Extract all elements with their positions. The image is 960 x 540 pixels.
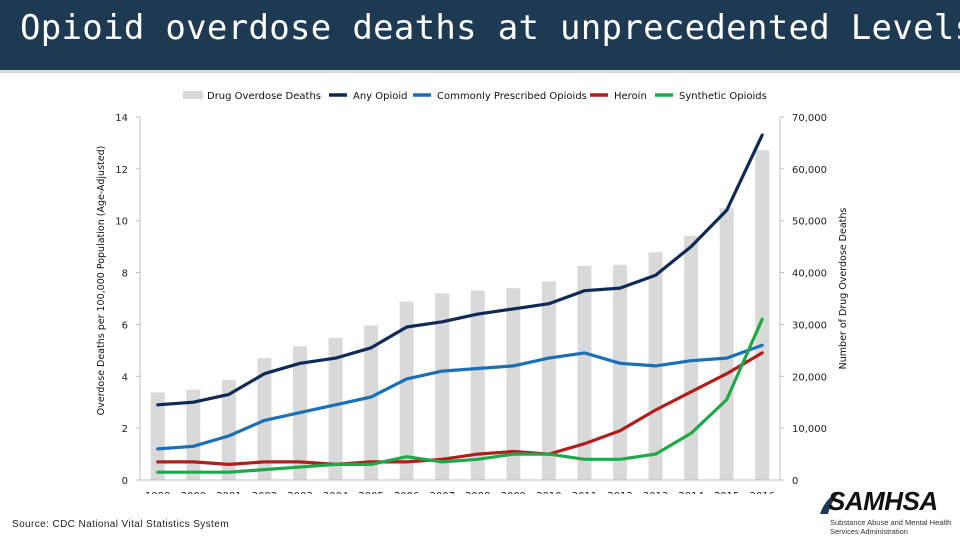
x-tick-label: 2010 bbox=[536, 491, 561, 494]
x-tick-label: 1999 bbox=[145, 491, 170, 494]
bar-drug-overdose-deaths-2007 bbox=[435, 293, 450, 480]
x-tick-label: 2007 bbox=[429, 491, 454, 494]
right-tick-label: 60,000 bbox=[792, 165, 827, 176]
legend-swatch-drug-overdose-deaths bbox=[183, 91, 203, 99]
title-divider bbox=[0, 70, 960, 73]
left-tick-label: 4 bbox=[122, 372, 128, 383]
x-tick-label: 2014 bbox=[678, 491, 703, 494]
left-tick-label: 10 bbox=[115, 217, 128, 228]
bar-drug-overdose-deaths-2008 bbox=[470, 290, 485, 480]
right-tick-label: 0 bbox=[792, 476, 798, 487]
legend-label: Heroin bbox=[614, 91, 647, 102]
logo-subtitle: Substance Abuse and Mental Health Servic… bbox=[830, 518, 952, 536]
samhsa-swoosh-icon bbox=[820, 492, 840, 514]
title-bar: Opioid overdose deaths at unprecedented … bbox=[0, 0, 960, 70]
samhsa-logo: SAMHSA Substance Abuse and Mental Health… bbox=[812, 486, 956, 540]
line-commonly-prescribed-opioids bbox=[156, 343, 764, 451]
right-tick-label: 70,000 bbox=[792, 113, 827, 124]
source-note: Source: CDC National Vital Statistics Sy… bbox=[12, 519, 229, 530]
logo-wordmark: SAMHSA bbox=[828, 486, 938, 516]
left-tick-label: 12 bbox=[115, 165, 128, 176]
x-tick-label: 2016 bbox=[749, 491, 774, 494]
bar-drug-overdose-deaths-1999 bbox=[150, 392, 165, 480]
x-tick-label: 2003 bbox=[287, 491, 312, 494]
x-tick-label: 2008 bbox=[465, 491, 490, 494]
right-tick-label: 10,000 bbox=[792, 424, 827, 435]
left-tick-label: 14 bbox=[115, 113, 128, 124]
overdose-chart: 0 2 4 6 8 10 12 14 0 10,000 20,000 30,000 40,000 50,0… bbox=[96, 91, 849, 494]
line-synthetic-opioids bbox=[156, 317, 764, 474]
bar-drug-overdose-deaths-2014 bbox=[684, 235, 699, 480]
x-tick-label: 2005 bbox=[358, 491, 383, 494]
x-tick-label: 2013 bbox=[643, 491, 668, 494]
legend-label: Drug Overdose Deaths bbox=[207, 91, 321, 102]
legend-label: Any Opioid bbox=[353, 91, 408, 102]
left-tick-label: 6 bbox=[122, 320, 128, 331]
bar-drug-overdose-deaths-2015 bbox=[719, 208, 734, 481]
bar-drug-overdose-deaths-2010 bbox=[541, 281, 556, 480]
right-axis-title: Number of Drug Overdose Deaths bbox=[838, 208, 849, 370]
right-tick-label: 30,000 bbox=[792, 320, 827, 331]
x-tick-label: 2004 bbox=[323, 491, 348, 494]
bar-drug-overdose-deaths-2012 bbox=[613, 264, 627, 480]
right-tick-label: 50,000 bbox=[792, 217, 827, 228]
bar-drug-overdose-deaths-2005 bbox=[364, 325, 379, 480]
bar-drug-overdose-deaths-2001 bbox=[221, 379, 236, 480]
legend-label: Synthetic Opioids bbox=[679, 91, 767, 102]
left-tick-label: 8 bbox=[122, 269, 128, 280]
page-title: Opioid overdose deaths at unprecedented … bbox=[20, 8, 960, 48]
x-tick-label: 2002 bbox=[252, 491, 277, 494]
line-heroin bbox=[156, 351, 764, 466]
right-tick-label: 20,000 bbox=[792, 372, 827, 383]
left-tick-label: 2 bbox=[122, 424, 128, 435]
bar-drug-overdose-deaths-2009 bbox=[506, 288, 521, 480]
x-tick-label: 2011 bbox=[572, 491, 597, 494]
bar-drug-overdose-deaths-2004 bbox=[328, 337, 343, 480]
x-tick-label: 2012 bbox=[607, 491, 632, 494]
bar-drug-overdose-deaths-2016 bbox=[755, 150, 770, 480]
x-tick-label: 2015 bbox=[714, 491, 739, 494]
bar-drug-overdose-deaths-2006 bbox=[399, 301, 414, 480]
legend-label: Commonly Prescribed Opioids bbox=[437, 91, 587, 102]
left-tick-label: 0 bbox=[122, 476, 128, 487]
x-tick-label: 2001 bbox=[216, 491, 241, 494]
x-tick-label: 2009 bbox=[501, 491, 526, 494]
line-any-opioid bbox=[156, 133, 764, 407]
bar-drug-overdose-deaths-2000 bbox=[186, 389, 201, 480]
x-tick-label: 2006 bbox=[394, 491, 419, 494]
left-axis-title: Overdose Deaths per 100,000 Population (… bbox=[96, 146, 107, 416]
bar-drug-overdose-deaths-2011 bbox=[577, 265, 592, 480]
right-tick-label: 40,000 bbox=[792, 269, 827, 280]
x-tick-label: 2000 bbox=[181, 491, 206, 494]
